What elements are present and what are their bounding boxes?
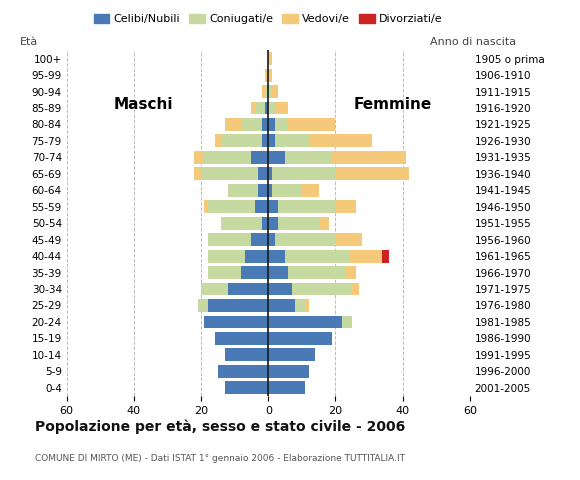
Bar [241,266,268,279]
Bar [278,200,335,213]
Bar [278,217,318,229]
Bar [346,266,356,279]
Bar [335,168,409,180]
Bar [292,283,352,296]
Bar [208,266,241,279]
Bar [268,283,292,296]
Bar [335,233,362,246]
Bar [215,332,268,345]
Bar [268,134,275,147]
Bar [204,151,252,164]
Bar [271,168,335,180]
Bar [268,348,316,361]
Text: Anno di nascita: Anno di nascita [430,37,516,47]
Bar [352,283,359,296]
Bar [258,168,268,180]
Bar [268,315,342,328]
Bar [268,299,295,312]
Bar [275,134,309,147]
Bar [224,118,241,131]
Bar [221,134,262,147]
Text: Maschi: Maschi [114,97,173,112]
Bar [204,315,268,328]
Bar [275,102,288,114]
Bar [268,365,309,378]
Text: Popolazione per età, sesso e stato civile - 2006: Popolazione per età, sesso e stato civil… [35,420,405,434]
Bar [204,200,208,213]
Bar [265,69,268,82]
Bar [285,250,349,263]
Bar [252,151,268,164]
Bar [221,217,262,229]
Bar [215,134,221,147]
Bar [198,299,208,312]
Legend: Celibi/Nubili, Coniugati/e, Vedovi/e, Divorziati/e: Celibi/Nubili, Coniugati/e, Vedovi/e, Di… [89,9,447,29]
Bar [268,151,285,164]
Text: Femmine: Femmine [354,97,432,112]
Bar [285,151,332,164]
Bar [309,134,372,147]
Bar [208,299,268,312]
Bar [265,102,268,114]
Bar [268,118,275,131]
Bar [288,118,335,131]
Bar [265,85,268,98]
Bar [275,118,288,131]
Bar [268,266,288,279]
Bar [349,250,382,263]
Bar [228,184,258,197]
Bar [268,217,278,229]
Bar [228,283,268,296]
Bar [218,365,268,378]
Bar [208,200,255,213]
Bar [268,332,332,345]
Bar [302,184,318,197]
Bar [201,168,258,180]
Bar [262,118,268,131]
Bar [241,118,262,131]
Bar [268,200,278,213]
Bar [255,102,265,114]
Bar [208,250,245,263]
Bar [305,299,309,312]
Bar [262,134,268,147]
Bar [268,233,275,246]
Bar [288,266,346,279]
Bar [194,151,204,164]
Bar [201,283,228,296]
Bar [295,299,305,312]
Bar [342,315,352,328]
Bar [268,250,285,263]
Text: COMUNE DI MIRTO (ME) - Dati ISTAT 1° gennaio 2006 - Elaborazione TUTTITALIA.IT: COMUNE DI MIRTO (ME) - Dati ISTAT 1° gen… [35,454,405,463]
Bar [255,200,268,213]
Bar [271,85,278,98]
Bar [224,348,268,361]
Bar [268,168,271,180]
Bar [268,85,271,98]
Bar [318,217,329,229]
Bar [208,233,252,246]
Bar [224,381,268,394]
Bar [262,85,265,98]
Bar [271,184,302,197]
Bar [382,250,389,263]
Bar [268,102,275,114]
Bar [258,184,268,197]
Bar [268,381,305,394]
Bar [252,233,268,246]
Bar [332,151,406,164]
Bar [268,52,271,65]
Bar [262,217,268,229]
Bar [194,168,201,180]
Bar [335,200,356,213]
Text: Età: Età [20,37,39,47]
Bar [245,250,268,263]
Bar [252,102,255,114]
Bar [275,233,335,246]
Bar [268,184,271,197]
Bar [268,69,271,82]
